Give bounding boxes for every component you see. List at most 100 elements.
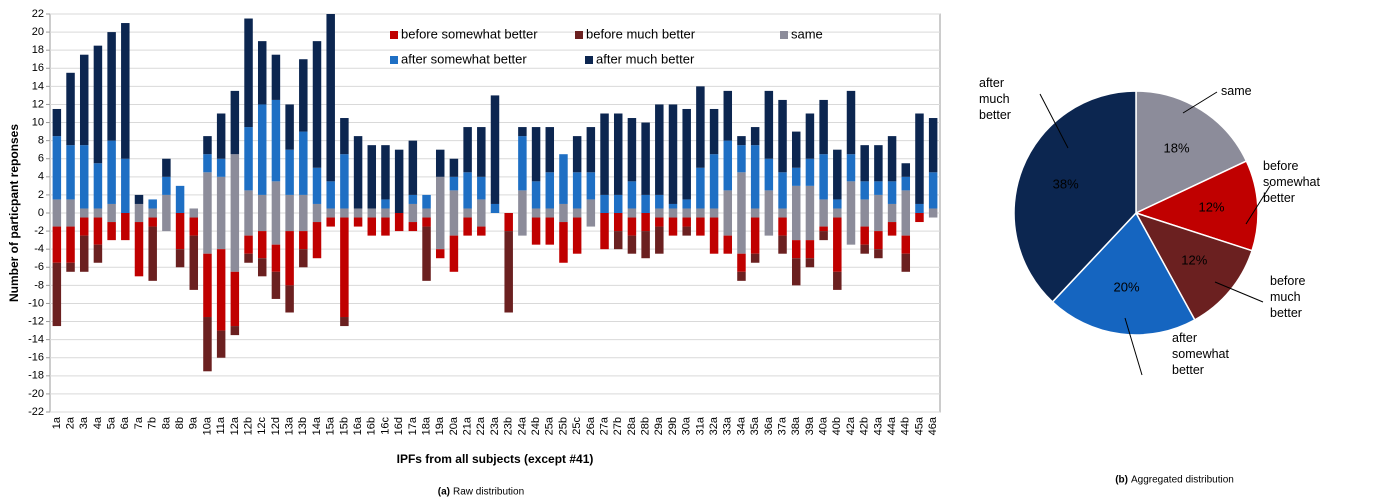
x-tick-label: 42b (859, 417, 871, 435)
bar-segment (860, 226, 869, 245)
bar-segment (477, 127, 486, 177)
bar-segment (408, 140, 418, 195)
bar-segment (545, 217, 555, 245)
bar-segment (655, 217, 664, 227)
slice-label: before somewhat better (1263, 159, 1323, 205)
pie-slice (1051, 211, 1196, 336)
bar-segment (641, 122, 650, 195)
bar-segment (107, 222, 116, 241)
bar-segment (285, 231, 294, 286)
y-axis-title: Number of particpant reponses (7, 124, 21, 302)
x-tick-label: 7b (147, 417, 159, 429)
bar-segment (189, 217, 199, 236)
y-tick-label: 2 (38, 189, 44, 201)
slice-percent: 12% (1198, 200, 1224, 215)
bar-segment (504, 231, 513, 313)
x-tick-label: 14a (311, 416, 323, 435)
bar-segment (915, 213, 924, 223)
bar-segment (668, 217, 678, 236)
bar-segment (79, 208, 89, 218)
bar-segment (326, 14, 335, 182)
bar-segment (66, 145, 75, 200)
bar-segment (915, 113, 924, 204)
bar-segment (463, 172, 472, 209)
y-tick-label: 14 (32, 80, 44, 92)
bar-segment (887, 203, 897, 223)
x-tick-label: 5a (106, 416, 118, 429)
x-tick-label: 15a (325, 416, 337, 435)
bar-segment (477, 226, 486, 236)
x-tick-label: 20a (448, 416, 460, 435)
x-tick-label: 25b (557, 417, 569, 435)
x-tick-label: 31a (694, 416, 706, 435)
bar-segment (805, 258, 815, 268)
bar-segment (860, 181, 869, 200)
x-tick-label: 7a (133, 416, 145, 429)
x-tick-label: 37a (776, 416, 788, 435)
x-tick-label: 17a (407, 416, 419, 435)
bar-segment (312, 222, 322, 259)
bar-segment (216, 176, 226, 250)
slice-percent: 12% (1181, 253, 1207, 268)
x-tick-label: 40a (818, 416, 830, 435)
legend-label: before much better (586, 26, 696, 41)
y-tick-label: 12 (32, 98, 44, 110)
bar-segment (107, 203, 116, 223)
bar-segment (435, 176, 445, 250)
x-tick-label: 9a (188, 416, 200, 429)
legend-swatch (780, 31, 788, 39)
bar-segment (860, 244, 869, 254)
x-tick-label: 44a (886, 416, 898, 435)
bar-segment (764, 90, 774, 159)
bar-segment (121, 23, 130, 159)
bar-segment (422, 217, 431, 227)
y-tick-label: -12 (28, 315, 44, 327)
bar-segment (668, 104, 678, 204)
bar-segment (257, 258, 267, 277)
x-tick-label: 13b (297, 417, 309, 435)
y-tick-label: 22 (32, 8, 44, 20)
bar-segment (696, 167, 705, 209)
bar-segment (668, 208, 678, 218)
bar-segment (709, 217, 719, 254)
bar-segment (750, 145, 760, 209)
x-tick-label: 26a (585, 416, 597, 435)
bar-segment (422, 208, 431, 218)
bar-segment (340, 317, 349, 327)
bar-segment (463, 127, 472, 173)
bar-segment (791, 185, 801, 241)
bar-segment (833, 149, 842, 200)
x-tick-label: 29b (667, 417, 679, 435)
bar-segment (791, 167, 801, 186)
y-tick-label: -6 (34, 261, 44, 273)
bar-segment (723, 140, 733, 191)
bar-segment (846, 181, 856, 245)
bar-segment (162, 158, 171, 177)
bar-segment (668, 203, 678, 209)
bar-segment (326, 181, 335, 209)
bar-segment (271, 54, 281, 100)
bar-segment (394, 149, 404, 213)
bar-segment (203, 253, 212, 318)
bar-segment (901, 235, 911, 254)
bar-segment (216, 113, 226, 159)
bar-segment (340, 118, 349, 155)
y-tick-label: -18 (28, 370, 44, 382)
bar-segment (641, 194, 650, 213)
bar-segment (709, 108, 719, 155)
bar-segment (230, 326, 240, 336)
y-tick-label: -20 (28, 388, 44, 400)
legend-swatch (390, 31, 398, 39)
bar-segment (641, 213, 650, 232)
bar-segment (271, 99, 281, 182)
bar-segment (93, 163, 103, 209)
bar-segment (819, 154, 828, 200)
bar-segment (340, 217, 349, 318)
bar-segment (874, 194, 883, 232)
bar-segment (915, 203, 924, 213)
bar-segment (586, 199, 596, 227)
legend-label: same (791, 26, 823, 41)
bar-segment (531, 127, 541, 182)
caption: Raw distribution (453, 487, 524, 498)
